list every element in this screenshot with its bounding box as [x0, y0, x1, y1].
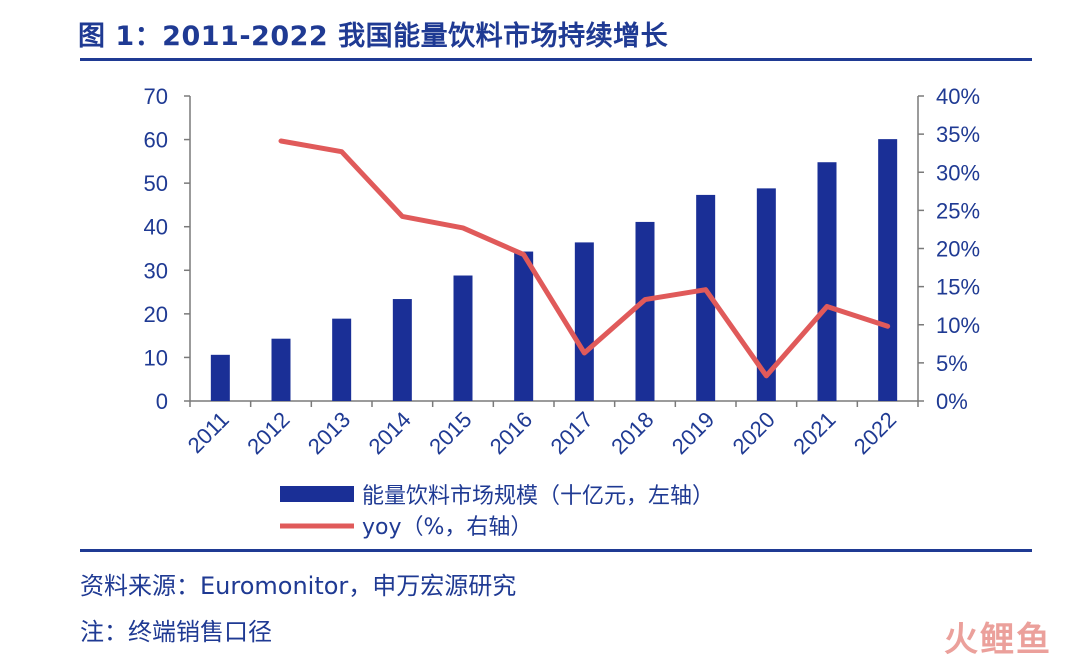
- left-tick-label: 60: [144, 128, 168, 153]
- x-tick-label: 2013: [303, 407, 355, 459]
- legend-label-bar: 能量饮料市场规模（十亿元，左轴）: [362, 484, 714, 509]
- watermark-logo: 火鲤鱼: [944, 620, 1052, 660]
- right-tick-label: 20%: [936, 237, 980, 262]
- right-tick-label: 35%: [936, 122, 980, 147]
- bar-2015: [453, 275, 473, 401]
- x-tick-label: 2017: [546, 407, 598, 459]
- figure-title: 图 1：2011-2022 我国能量饮料市场持续增长: [78, 21, 669, 52]
- left-tick-label: 10: [144, 345, 168, 370]
- right-tick-label: 25%: [936, 198, 980, 223]
- left-tick-label: 40: [144, 215, 168, 240]
- left-tick-label: 30: [144, 258, 168, 283]
- left-tick-label: 20: [144, 302, 168, 327]
- chart: 0 10 20 30 40 50 60 70 0% 5% 10% 15% 20% 25% 30% 35% 40%…: [144, 84, 981, 540]
- x-tick-label: 2016: [485, 407, 537, 459]
- left-tick-label: 50: [144, 171, 168, 196]
- bar-2013: [332, 318, 352, 401]
- bar-2012: [271, 338, 291, 401]
- bar-2016: [514, 251, 534, 401]
- x-tick-label: 2018: [606, 407, 658, 459]
- x-tick-label: 2021: [788, 407, 840, 459]
- bar-2021: [817, 162, 837, 401]
- x-tick-label: 2022: [849, 407, 901, 459]
- left-tick-label: 70: [144, 84, 168, 109]
- bar-2017: [574, 242, 594, 401]
- right-tick-label: 5%: [936, 351, 968, 376]
- legend-swatch-bar: [280, 486, 354, 502]
- right-tick-label: 10%: [936, 313, 980, 338]
- footer-rule: [80, 549, 1032, 552]
- bar-2022: [878, 139, 898, 401]
- right-tick-label: 30%: [936, 160, 980, 185]
- bar-2018: [635, 221, 655, 401]
- x-tick-label: 2011: [183, 407, 234, 458]
- x-tick-label: 2020: [728, 407, 780, 459]
- right-tick-label: 40%: [936, 84, 980, 109]
- source-note: 资料来源：Euromonitor，申万宏源研究: [80, 572, 517, 600]
- right-tick-label: 0%: [936, 389, 968, 414]
- title-rule: [80, 58, 1032, 61]
- x-tick-label: 2015: [424, 407, 476, 459]
- yoy-line: [278, 138, 891, 379]
- footnote: 注：终端销售口径: [80, 618, 272, 646]
- x-tick-label: 2014: [364, 407, 416, 459]
- left-tick-label: 0: [156, 389, 168, 414]
- legend-label-line: yoy（%，右轴）: [362, 515, 532, 540]
- bar-2019: [696, 194, 716, 401]
- right-tick-label: 15%: [936, 275, 980, 300]
- bar-2020: [756, 188, 776, 401]
- x-tick-label: 2012: [242, 407, 294, 459]
- bar-2011: [210, 354, 230, 401]
- x-tick-label: 2019: [667, 407, 719, 459]
- bar-2014: [392, 299, 412, 401]
